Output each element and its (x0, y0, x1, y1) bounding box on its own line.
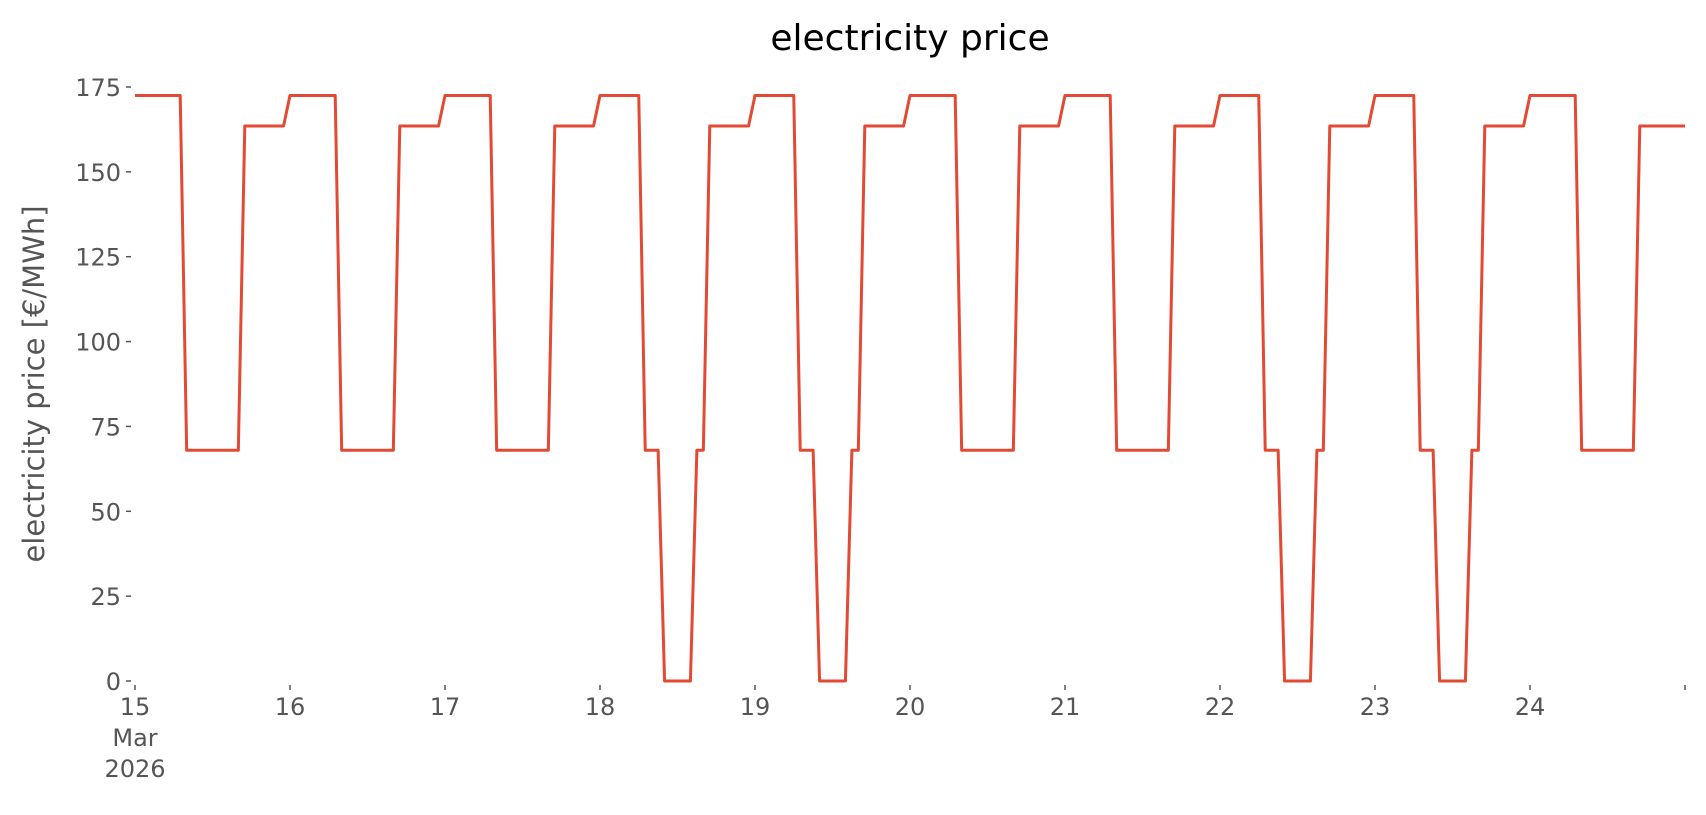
x-tick-label: 20 (895, 693, 926, 721)
y-tick-label: 50 (90, 498, 121, 526)
x-tick-label: 15 Mar 2026 (104, 693, 165, 783)
y-tick-label: 175 (75, 74, 121, 102)
x-tick-label: 22 (1205, 693, 1236, 721)
y-tick-label: 0 (106, 668, 121, 696)
x-tick-label: 23 (1360, 693, 1391, 721)
x-tick-label: 24 (1515, 693, 1546, 721)
y-tick-label: 25 (90, 583, 121, 611)
y-tick-label: 125 (75, 244, 121, 272)
y-tick-label: 100 (75, 329, 121, 357)
y-axis-label: electricity price [€/MWh] (17, 205, 51, 562)
x-tick-label: 19 (740, 693, 771, 721)
y-tick-label: 75 (90, 413, 121, 441)
chart-title: electricity price (770, 18, 1049, 59)
y-tick-label: 150 (75, 159, 121, 187)
x-tick-label: 16 (275, 693, 306, 721)
price-line (135, 93, 1685, 683)
x-tick-label: 21 (1050, 693, 1081, 721)
x-tick-label: 18 (585, 693, 616, 721)
x-tick-label: 17 (430, 693, 461, 721)
